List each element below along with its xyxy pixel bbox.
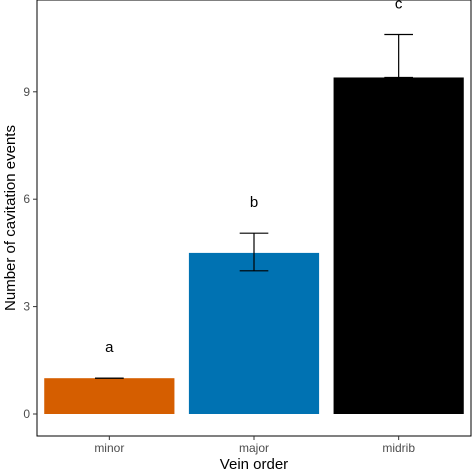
bar-minor [44, 378, 175, 414]
bar-major [188, 252, 320, 414]
x-tick-label: midrib [382, 441, 415, 455]
error-bar-midrib [384, 33, 413, 79]
y-tick-label: 0 [23, 407, 30, 421]
bars [44, 77, 464, 414]
y-axis: 0 3 6 9 [23, 85, 37, 421]
y-axis-title: Number of cavitation events [2, 125, 19, 311]
error-bar-major [239, 232, 269, 272]
x-axis: minor major midrib [94, 436, 415, 455]
significance-label-midrib: c [395, 0, 403, 13]
y-tick-label: 6 [23, 192, 30, 206]
y-tick-label: 3 [23, 300, 30, 314]
y-tick-label: 9 [23, 85, 30, 99]
error-bars [95, 33, 413, 379]
significance-labels: a b c [105, 0, 403, 356]
significance-label-minor: a [105, 339, 114, 356]
significance-label-major: b [250, 194, 258, 211]
x-axis-title: Vein order [220, 456, 288, 471]
bar-midrib [333, 77, 464, 414]
x-tick-label: major [239, 441, 269, 455]
x-tick-label: minor [94, 441, 124, 455]
